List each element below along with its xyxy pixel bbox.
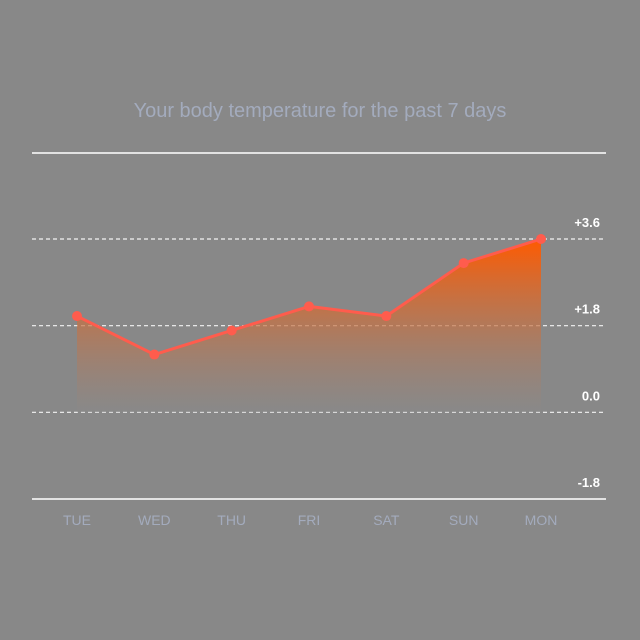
y-tick-label: -1.8 (578, 475, 600, 490)
y-tick-label: 0.0 (582, 388, 600, 403)
y-tick-label: +1.8 (574, 302, 600, 317)
point-layer (72, 234, 546, 360)
y-tick-label: +3.6 (574, 215, 600, 230)
x-category-label: FRI (298, 512, 321, 528)
data-point (458, 258, 469, 269)
area-fill (77, 239, 541, 413)
x-category-label: TUE (63, 512, 91, 528)
data-point (304, 301, 314, 312)
x-category-labels: TUE WED THU FRI SAT SUN MON (63, 512, 557, 528)
area-layer (77, 239, 541, 413)
data-point (536, 234, 546, 244)
x-category-label: THU (217, 512, 246, 528)
x-category-label: SUN (449, 512, 479, 528)
data-point (72, 311, 82, 322)
data-point (149, 349, 160, 360)
chart-title: Your body temperature for the past 7 day… (133, 100, 507, 122)
x-category-label: WED (138, 512, 171, 528)
data-point (226, 325, 237, 336)
x-category-label: MON (525, 512, 558, 528)
x-category-label: SAT (373, 512, 400, 528)
data-point (381, 311, 392, 322)
y-tick-labels: +3.6 +1.8 0.0 -1.8 (574, 215, 600, 490)
